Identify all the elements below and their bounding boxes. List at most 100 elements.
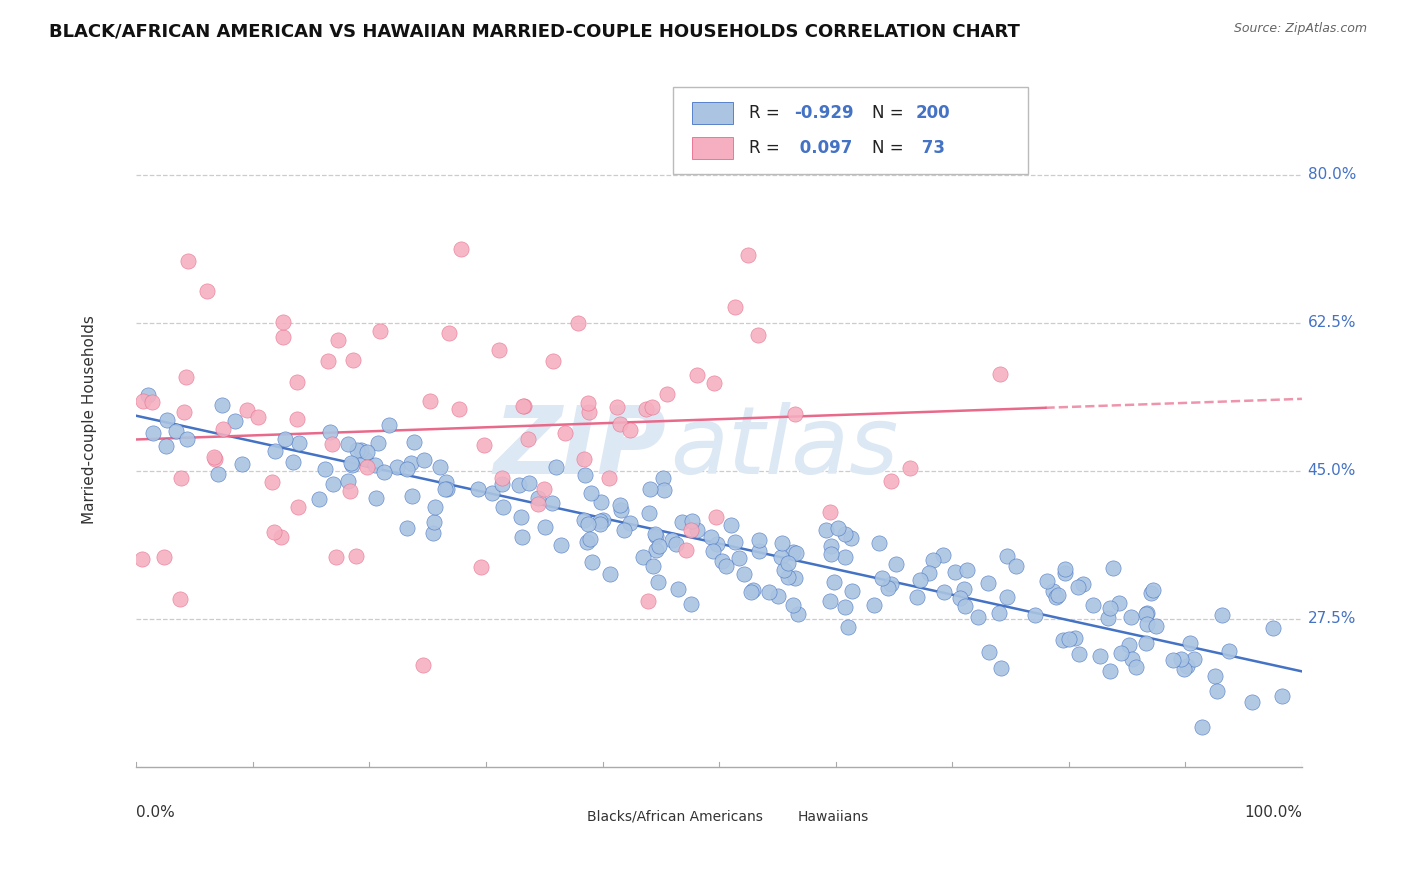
- Point: [508, 478, 530, 492]
- Point: [176, 432, 198, 446]
- Point: [785, 545, 807, 559]
- Point: [841, 584, 863, 599]
- Point: [932, 549, 955, 563]
- Point: [655, 387, 678, 401]
- Point: [704, 509, 727, 524]
- Point: [339, 483, 361, 498]
- Point: [714, 558, 737, 573]
- Point: [724, 301, 747, 315]
- Point: [404, 435, 426, 450]
- Text: -0.929: -0.929: [794, 104, 853, 122]
- Point: [706, 537, 728, 551]
- Point: [472, 438, 495, 452]
- Point: [1053, 566, 1076, 581]
- Point: [652, 471, 675, 485]
- Point: [1067, 580, 1090, 594]
- Point: [346, 443, 368, 458]
- Text: R =: R =: [749, 104, 786, 122]
- Point: [423, 515, 446, 529]
- Point: [740, 585, 762, 599]
- Point: [262, 475, 284, 490]
- Point: [165, 424, 187, 438]
- Point: [953, 599, 976, 614]
- Point: [1097, 611, 1119, 625]
- Point: [820, 594, 842, 608]
- Point: [681, 524, 703, 538]
- Point: [778, 570, 800, 584]
- Text: ZIP: ZIP: [494, 401, 666, 494]
- Point: [567, 316, 589, 330]
- Point: [1175, 659, 1198, 673]
- Point: [1218, 644, 1240, 658]
- Point: [787, 607, 810, 621]
- Point: [576, 517, 599, 532]
- Point: [1170, 651, 1192, 665]
- Text: 73: 73: [917, 139, 945, 157]
- Point: [575, 535, 598, 549]
- Point: [367, 436, 389, 450]
- Point: [727, 550, 749, 565]
- Point: [195, 284, 218, 298]
- Point: [636, 402, 658, 417]
- Point: [340, 458, 363, 473]
- Text: BLACK/AFRICAN AMERICAN VS HAWAIIAN MARRIED-COUPLE HOUSEHOLDS CORRELATION CHART: BLACK/AFRICAN AMERICAN VS HAWAIIAN MARRI…: [49, 22, 1021, 40]
- Point: [613, 523, 636, 537]
- Point: [610, 502, 633, 516]
- Point: [905, 591, 928, 605]
- Point: [1046, 588, 1069, 602]
- Point: [526, 491, 548, 506]
- Point: [509, 509, 531, 524]
- Point: [1071, 576, 1094, 591]
- Point: [554, 425, 576, 440]
- Point: [782, 598, 804, 612]
- Point: [155, 412, 177, 426]
- Point: [202, 450, 225, 465]
- FancyBboxPatch shape: [550, 809, 576, 825]
- Point: [1088, 648, 1111, 663]
- Point: [953, 582, 976, 596]
- Point: [368, 324, 391, 338]
- Point: [336, 437, 359, 451]
- Point: [236, 402, 259, 417]
- Point: [643, 559, 665, 574]
- Text: Hawaiians: Hawaiians: [797, 810, 869, 824]
- Point: [314, 461, 336, 475]
- Point: [488, 343, 510, 357]
- Text: Blacks/African Americans: Blacks/African Americans: [588, 810, 763, 824]
- Point: [207, 467, 229, 481]
- Point: [675, 543, 697, 558]
- Point: [434, 475, 457, 490]
- Point: [1206, 684, 1229, 698]
- Point: [412, 658, 434, 673]
- Point: [439, 326, 461, 340]
- Point: [364, 491, 387, 505]
- Point: [609, 498, 631, 512]
- Point: [820, 539, 842, 553]
- Point: [543, 354, 565, 368]
- Point: [995, 549, 1018, 563]
- Point: [271, 315, 294, 329]
- Point: [512, 399, 534, 413]
- Point: [576, 395, 599, 409]
- Point: [1178, 636, 1201, 650]
- Point: [1182, 652, 1205, 666]
- Point: [578, 404, 600, 418]
- Point: [271, 330, 294, 344]
- Point: [839, 531, 862, 545]
- Point: [287, 500, 309, 514]
- Point: [910, 573, 932, 587]
- Point: [308, 492, 330, 507]
- Point: [356, 460, 378, 475]
- Point: [990, 368, 1012, 382]
- Point: [211, 398, 233, 412]
- Point: [776, 556, 799, 570]
- Point: [1142, 582, 1164, 597]
- Point: [533, 520, 555, 534]
- FancyBboxPatch shape: [672, 87, 1028, 174]
- Point: [814, 523, 837, 537]
- Point: [322, 476, 344, 491]
- Point: [918, 566, 941, 580]
- Point: [820, 547, 842, 561]
- Point: [429, 459, 451, 474]
- Point: [742, 582, 765, 597]
